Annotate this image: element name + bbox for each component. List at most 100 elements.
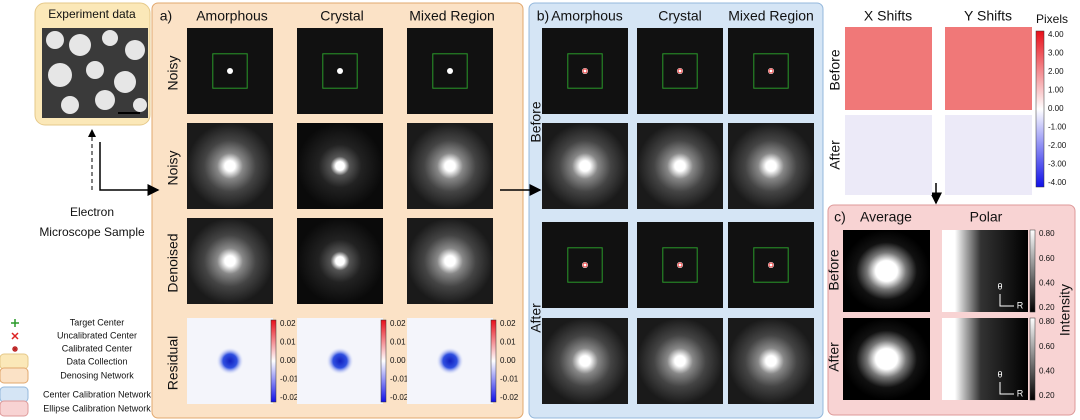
column-label: Crystal bbox=[320, 8, 364, 24]
column-label: X Shifts bbox=[864, 8, 912, 24]
sample-label: Microscope Sample bbox=[39, 225, 145, 239]
diffraction-image bbox=[407, 123, 493, 209]
axis-label: θ bbox=[997, 369, 1002, 379]
colorbar-tick-label: 0.02 bbox=[500, 319, 516, 328]
center-marker bbox=[677, 68, 683, 74]
roi-box bbox=[662, 53, 698, 89]
column-label: Y Shifts bbox=[964, 8, 1012, 24]
arrow bbox=[99, 142, 160, 196]
colorbar-tick-label: 0.20 bbox=[1039, 303, 1055, 312]
residual-blob bbox=[436, 347, 464, 375]
row-label: Residual bbox=[165, 336, 181, 390]
panel-label: a) bbox=[160, 8, 172, 24]
row-label: Before bbox=[826, 249, 842, 290]
colorbar-tick-label: 0.20 bbox=[1039, 391, 1055, 400]
center-marker bbox=[768, 68, 774, 74]
roi-box bbox=[212, 53, 248, 89]
diffraction-image bbox=[297, 218, 383, 304]
colorbar-tick-label: 0.60 bbox=[1039, 254, 1055, 263]
column-label: Mixed Region bbox=[728, 8, 814, 24]
colorbar-tick-label: 0.80 bbox=[1039, 317, 1055, 326]
column-label: Polar bbox=[970, 209, 1003, 225]
colorbar-tick-label: 0.80 bbox=[1039, 229, 1055, 238]
residual-blob bbox=[326, 347, 354, 375]
box-title: Experiment data bbox=[48, 7, 136, 21]
legend-symbol bbox=[12, 346, 18, 352]
legend-label: Center Calibration Network bbox=[43, 389, 152, 399]
colorbar bbox=[380, 319, 387, 403]
roi-box bbox=[567, 247, 603, 283]
colorbar-tick-label: 0.60 bbox=[1039, 342, 1055, 351]
spot bbox=[337, 68, 343, 74]
colorbar-tick-label: 0.02 bbox=[280, 319, 296, 328]
colorbar-tick-label: -4.00 bbox=[1048, 178, 1067, 187]
diffraction-image bbox=[728, 123, 814, 209]
diffraction-image bbox=[297, 123, 383, 209]
colorbar-tick-label: 0.01 bbox=[390, 338, 406, 347]
colorbar-tick-label: -0.01 bbox=[280, 375, 299, 384]
diffraction-image bbox=[187, 218, 273, 304]
row-label: Denoised bbox=[165, 233, 181, 292]
colorbar-tick-label: -0.01 bbox=[500, 375, 519, 384]
legend-swatch bbox=[0, 367, 29, 384]
colorbar-tick-label: 0.40 bbox=[1039, 366, 1055, 375]
colorbar bbox=[1029, 229, 1036, 313]
colorbar-tick-label: 0.01 bbox=[500, 338, 516, 347]
center-marker bbox=[768, 262, 774, 268]
diffraction-image bbox=[542, 318, 628, 404]
polar-axes bbox=[999, 294, 1014, 307]
shift-map bbox=[945, 27, 1032, 110]
diffraction-image bbox=[187, 123, 273, 209]
colorbar-tick-label: 3.00 bbox=[1048, 49, 1064, 58]
roi-box bbox=[322, 53, 358, 89]
row-label: Noisy bbox=[165, 55, 181, 90]
colorbar-tick-label: -2.00 bbox=[1048, 141, 1067, 150]
colorbar-tick-label: 0.40 bbox=[1039, 278, 1055, 287]
axis-label: θ bbox=[997, 281, 1002, 291]
average-image bbox=[843, 318, 930, 400]
column-label: Amorphous bbox=[551, 8, 623, 24]
colorbar-tick-label: -0.02 bbox=[500, 393, 519, 402]
shift-map bbox=[845, 27, 932, 110]
row-label: Before bbox=[528, 101, 544, 142]
colorbar-tick-label: -0.02 bbox=[390, 393, 409, 402]
micrograph-texture bbox=[46, 30, 147, 114]
polar-image bbox=[942, 230, 1028, 312]
colorbar-tick-label: 0.01 bbox=[280, 338, 296, 347]
center-marker bbox=[582, 68, 588, 74]
panel-label: c) bbox=[834, 209, 846, 225]
legend-swatch bbox=[0, 353, 29, 370]
row-label: Before bbox=[827, 49, 843, 90]
legend-symbol bbox=[11, 319, 19, 327]
spot bbox=[227, 68, 233, 74]
average-image bbox=[843, 230, 930, 312]
polar-axes bbox=[999, 382, 1014, 395]
spot bbox=[447, 68, 453, 74]
legend-label: Target Center bbox=[70, 317, 125, 327]
colorbar-tick-label: -0.02 bbox=[280, 393, 299, 402]
diffraction-image bbox=[407, 218, 493, 304]
column-label: Amorphous bbox=[196, 8, 268, 24]
row-label: Noisy bbox=[165, 150, 181, 185]
column-label: Average bbox=[860, 209, 912, 225]
colorbar-tick-label: 0.02 bbox=[390, 319, 406, 328]
axis-label: R bbox=[1017, 300, 1024, 310]
axis-label: R bbox=[1017, 388, 1024, 398]
polar-image bbox=[942, 318, 1028, 400]
colorbar-tick-label: 2.00 bbox=[1048, 67, 1064, 76]
column-label: Crystal bbox=[658, 8, 702, 24]
colorbar bbox=[270, 319, 277, 403]
residual-blob bbox=[216, 347, 244, 375]
row-label: After bbox=[827, 140, 843, 170]
colorbar-tick-label: -0.01 bbox=[390, 375, 409, 384]
legend-symbol bbox=[11, 332, 19, 340]
row-label: After bbox=[826, 342, 842, 372]
legend-label: Uncalibrated Center bbox=[57, 330, 137, 340]
roi-box bbox=[432, 53, 468, 89]
colorbar-title: Intensity bbox=[1057, 284, 1073, 336]
diffraction-image bbox=[637, 123, 723, 209]
colorbar-tick-label: -1.00 bbox=[1048, 123, 1067, 132]
colorbar-tick-label: 0.00 bbox=[500, 356, 516, 365]
roi-box bbox=[753, 53, 789, 89]
